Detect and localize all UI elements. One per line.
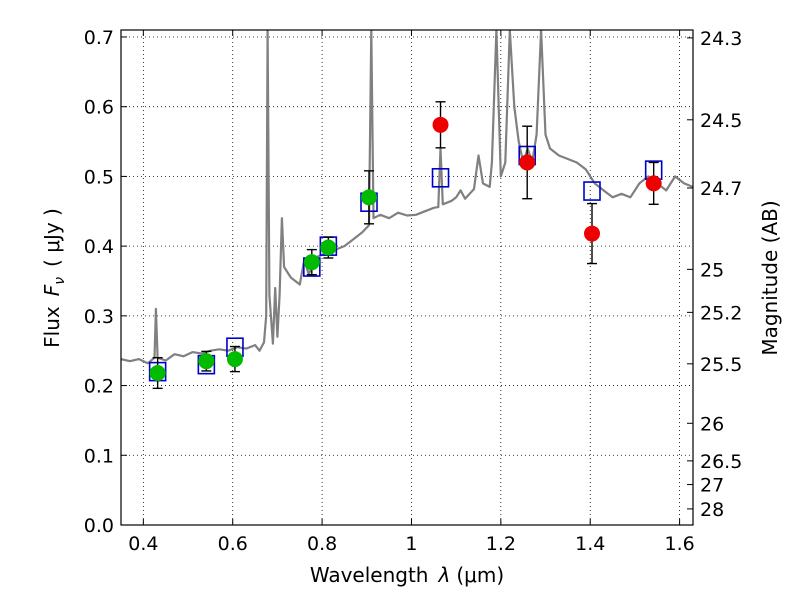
observed-point bbox=[226, 351, 243, 368]
x-axis-title: Wavelength λ (μm) bbox=[310, 563, 504, 587]
y2-tick-label: 25 bbox=[700, 259, 724, 281]
y2-tick-label: 26.5 bbox=[700, 451, 742, 473]
y-tick-label: 0.3 bbox=[84, 306, 114, 328]
model-photometry-square bbox=[583, 181, 601, 201]
observed-point bbox=[645, 175, 662, 192]
x-tick-label: 1.6 bbox=[664, 533, 694, 555]
observed-point bbox=[198, 353, 215, 370]
y-tick-label: 0.2 bbox=[84, 376, 114, 398]
x-tick-label: 1.4 bbox=[575, 533, 605, 555]
observed-point bbox=[303, 254, 320, 271]
observed-point bbox=[361, 189, 378, 206]
y2-tick-label: 28 bbox=[700, 499, 724, 521]
observed-point bbox=[519, 154, 536, 171]
axis-ticks: 0.4 0.6 0.8 1 1.2 1.4 1.6 0.0 0.1 0.2 0.3 0.4 0.5 0.6… bbox=[84, 27, 743, 555]
plot-frame bbox=[120, 29, 694, 526]
x-tick-label: 0.4 bbox=[128, 533, 158, 555]
y-tick-label: 0.6 bbox=[84, 97, 114, 119]
y2-tick-label: 26 bbox=[700, 413, 724, 435]
y2-tick-label: 25.5 bbox=[700, 354, 742, 376]
y2-tick-label: 24.5 bbox=[700, 110, 742, 132]
y-tick-label: 0.7 bbox=[84, 27, 114, 49]
y-tick-label: 0.5 bbox=[84, 166, 114, 188]
spectrum-line bbox=[121, 30, 693, 365]
x-tick-label: 0.8 bbox=[307, 533, 337, 555]
y-axis-title: FluxFν( μJy ) bbox=[40, 208, 68, 348]
y-tick-label: 0.4 bbox=[84, 236, 114, 258]
x-tick-label: 1.2 bbox=[486, 533, 516, 555]
observed-point bbox=[584, 225, 601, 242]
plot-area bbox=[121, 30, 693, 390]
y2-tick-label: 27 bbox=[700, 475, 724, 497]
x-tick-label: 1 bbox=[405, 533, 417, 555]
x-tick-label: 0.6 bbox=[218, 533, 248, 555]
model-photometry-square bbox=[431, 168, 450, 188]
y2-tick-label: 24.3 bbox=[700, 28, 742, 50]
observed-point bbox=[432, 116, 449, 133]
y-tick-label: 0.1 bbox=[84, 445, 114, 467]
y2-tick-label: 25.2 bbox=[700, 302, 742, 324]
observed-point bbox=[320, 239, 337, 256]
y-tick-label: 0.0 bbox=[84, 515, 114, 537]
y2-axis-title: Magnitude (AB) bbox=[758, 200, 782, 355]
y2-tick-label: 24.7 bbox=[700, 178, 742, 200]
observed-point bbox=[149, 365, 166, 382]
